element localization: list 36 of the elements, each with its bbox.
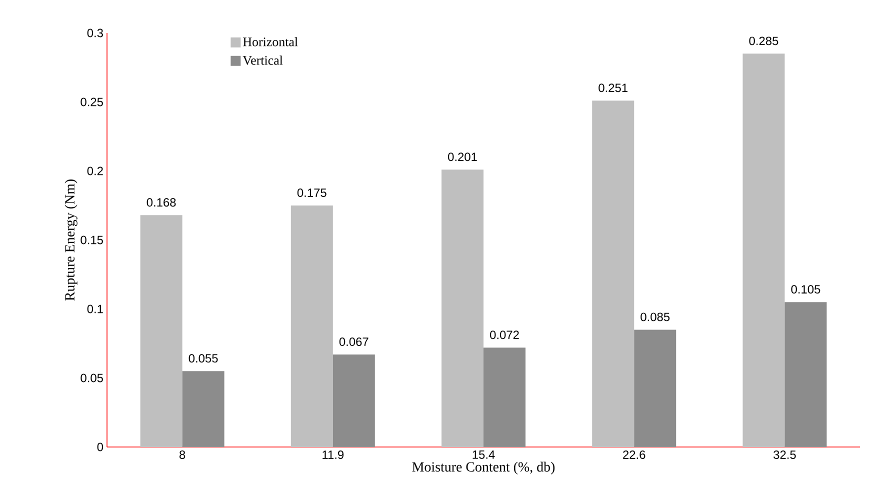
- y-tick-label: 0.1: [87, 304, 103, 314]
- bar: [742, 54, 785, 447]
- data-label: 0.055: [188, 354, 218, 363]
- data-label: 0.201: [448, 152, 477, 162]
- data-label: 0.105: [791, 285, 820, 294]
- legend-label: Horizontal: [243, 37, 298, 46]
- x-axis-title: Moisture Content (%, db): [412, 462, 555, 474]
- data-label: 0.085: [640, 312, 670, 322]
- bar: [332, 354, 375, 447]
- bar: [140, 215, 182, 447]
- y-tick-label: 0.05: [80, 374, 103, 382]
- x-tick-label: 15.4: [472, 450, 495, 459]
- data-label: 0.072: [490, 330, 519, 340]
- x-tick-label: 22.6: [623, 450, 646, 459]
- legend-label: Vertical: [242, 56, 283, 65]
- data-label: 0.175: [297, 188, 326, 197]
- bar: [182, 371, 224, 447]
- bar: [484, 348, 526, 447]
- y-tick-label: 0.3: [87, 28, 103, 38]
- data-label: 0.067: [339, 338, 368, 346]
- bar: [442, 170, 484, 447]
- y-tick-label: 0.2: [87, 166, 103, 176]
- y-tick-label: 0.25: [80, 98, 103, 106]
- y-tick-label: 0: [97, 442, 104, 452]
- bar: [634, 330, 676, 447]
- y-tick-label: 0.15: [80, 236, 103, 244]
- data-label: 0.251: [598, 84, 628, 92]
- x-tick-label: 11.9: [322, 450, 344, 459]
- bar: [784, 302, 827, 447]
- bar: [290, 205, 333, 447]
- data-label: 0.285: [749, 36, 778, 46]
- bar: [592, 100, 634, 447]
- data-label: 0.168: [146, 198, 176, 207]
- x-tick-label: 8: [180, 450, 186, 459]
- x-tick-label: 32.5: [774, 450, 796, 459]
- y-axis-title: Rupture Energy (Nm): [64, 180, 78, 301]
